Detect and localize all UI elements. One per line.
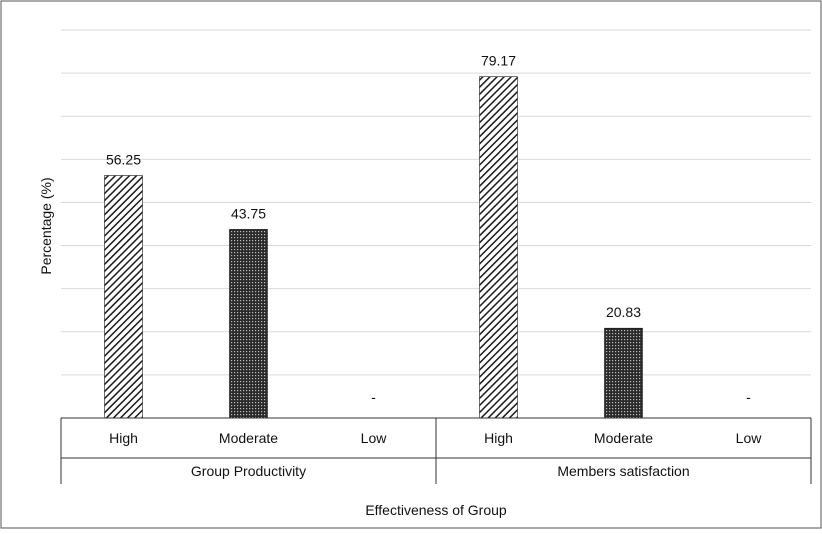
x-tick-label: High [109,430,138,446]
x-tick-label: Low [361,430,388,446]
x-group-label: Group Productivity [191,463,306,479]
y-axis-label: Percentage (%) [38,177,54,274]
data-label: 79.17 [481,53,516,69]
bar [230,229,268,418]
data-label: - [371,389,376,405]
x-tick-label: Low [736,430,763,446]
bar [105,176,143,419]
data-label: 56.25 [106,152,141,168]
bar [605,328,643,418]
data-label: - [746,389,751,405]
x-axis-label: Effectiveness of Group [365,502,507,518]
x-tick-label: Moderate [594,430,653,446]
x-group-label: Members satisfaction [557,463,689,479]
x-tick-label: High [484,430,513,446]
bar [480,77,518,418]
data-label: 20.83 [606,304,641,320]
x-tick-label: Moderate [219,430,278,446]
data-label: 43.75 [231,205,266,221]
